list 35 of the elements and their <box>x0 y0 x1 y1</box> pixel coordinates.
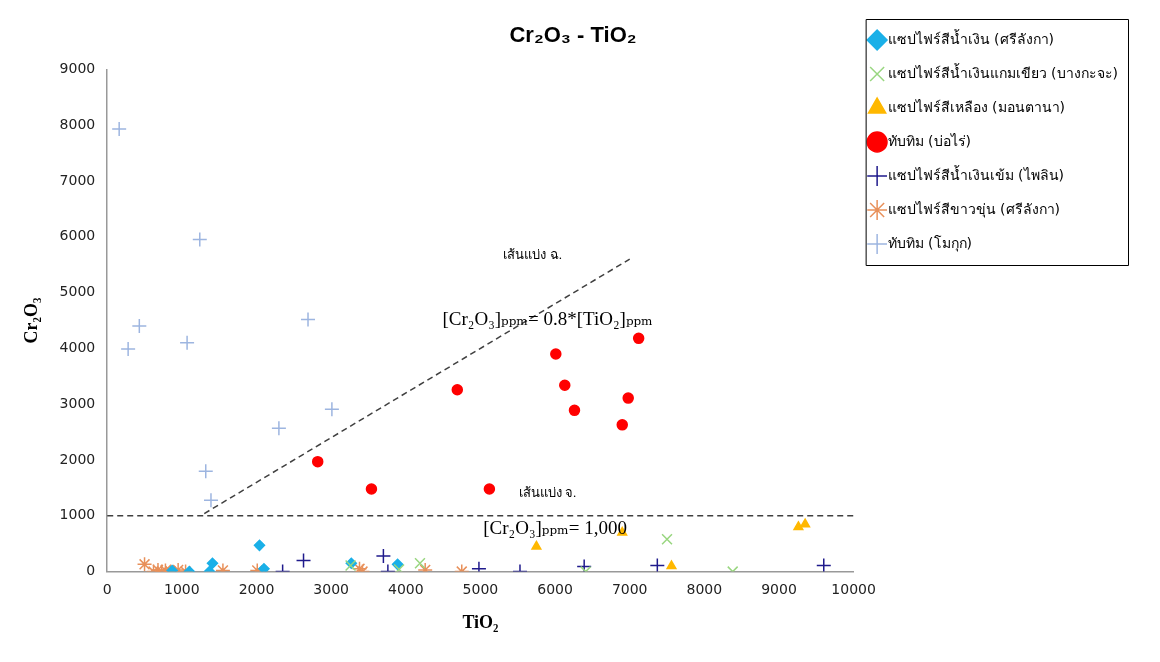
legend-label: แซปไฟร์สีขาวขุ่น (ศรีลังกา) <box>887 200 1060 218</box>
x-tick-label: 5000 <box>462 580 499 597</box>
annotation: เส้นแบ่ง ฉ. <box>503 246 562 262</box>
chart-title: Cr₂O₃ - TiO₂ <box>509 22 637 48</box>
y-tick-label: 4000 <box>59 339 96 356</box>
y-tick-label: 0 <box>86 562 96 579</box>
legend-label: แซปไฟร์สีน้ำเงิน (ศรีลังกา) <box>887 28 1054 47</box>
y-axis-title: Cr₂O₃ <box>21 297 42 344</box>
y-tick-label: 2000 <box>59 450 96 467</box>
y-tick-label: 3000 <box>59 394 96 411</box>
x-tick-label: 3000 <box>313 580 349 597</box>
legend-label: ทับทิม (โมกุก) <box>887 234 972 252</box>
legend-label: ทับทิม (บ่อไร่) <box>887 132 971 149</box>
x-tick-label: 9000 <box>761 580 797 597</box>
legend-label: แซปไฟร์สีน้ำเงินแกมเขียว (บางกะจะ) <box>887 62 1118 81</box>
x-tick-label: 8000 <box>686 580 723 597</box>
annotation: เส้นแบ่ง จ. <box>518 485 577 501</box>
legend-label: แซปไฟร์สีเหลือง (มอนตานา) <box>887 98 1065 115</box>
legend-label: แซปไฟร์สีน้ำเงินเข้ม (ไพลิน) <box>887 164 1064 183</box>
annotation: [Cr₂O₃]ₚₚₘ= 1,000 <box>483 516 627 538</box>
y-tick-label: 7000 <box>59 171 96 188</box>
x-tick-label: 10000 <box>831 580 876 597</box>
annotation: [Cr₂O₃]ₚₚₘ= 0.8*[TiO₂]ₚₚₘ <box>442 308 654 330</box>
y-tick-label: 6000 <box>59 227 96 244</box>
y-tick-label: 8000 <box>59 115 96 132</box>
x-tick-label: 2000 <box>238 580 275 597</box>
y-tick-label: 5000 <box>59 283 96 300</box>
x-tick-label: 0 <box>102 580 112 597</box>
x-tick-label: 1000 <box>164 580 200 597</box>
x-tick-label: 6000 <box>537 580 573 597</box>
x-tick-label: 4000 <box>387 580 424 597</box>
y-tick-label: 9000 <box>59 60 96 77</box>
x-axis-title: TiO₂ <box>462 611 499 632</box>
y-tick-label: 1000 <box>59 506 96 523</box>
x-tick-label: 7000 <box>611 580 648 597</box>
